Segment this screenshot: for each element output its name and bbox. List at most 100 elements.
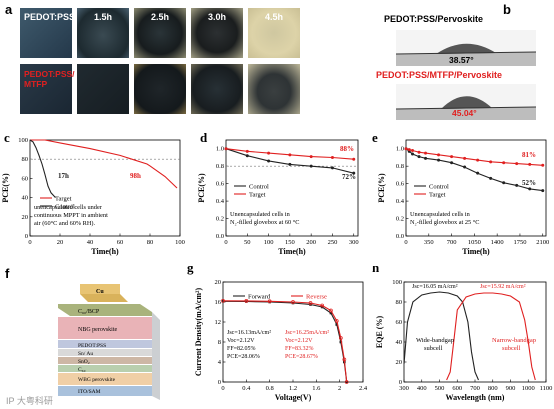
layer-ito-sam: ITO/SAM — [58, 386, 152, 396]
photo-label-2.5h: 2.5h — [151, 12, 170, 22]
plot-frame — [405, 139, 547, 237]
photo-label-4.5h: 4.5h — [265, 12, 284, 22]
annotation-81pct: 81% — [522, 151, 536, 159]
y-tick-label: 0.0 — [216, 233, 224, 240]
x-tick-label: 0.8 — [266, 385, 274, 392]
stat-reverse: Jsc=16.25mA/cm² — [285, 330, 329, 336]
contact-angle-title-target: PEDOT:PSS/MTFP/Pervoskite — [376, 70, 503, 80]
data-point-forward — [335, 323, 339, 326]
y-tick-label: 0.2 — [216, 216, 224, 223]
data-point-control — [417, 155, 421, 159]
data-point-target — [515, 162, 519, 166]
y-tick-label: 0.6 — [396, 181, 405, 188]
panel-e-label: e — [372, 132, 378, 145]
annotation-condition-2: N₂-filled glovebox at 25 °C — [410, 219, 479, 226]
chart-e: e 0 350 700 1050 1400 1750 2100 0.0 0.2 0.4 0.6 0.8 1… — [372, 132, 549, 256]
data-point-target — [502, 161, 506, 165]
data-point-control — [515, 183, 519, 187]
x-tick-label: 1100 — [540, 385, 553, 392]
x-tick-label: 1000 — [522, 385, 535, 392]
layer-cu: Cu — [80, 284, 128, 302]
x-tick-label: 1.2 — [289, 385, 297, 392]
x-tick-label: 250 — [328, 239, 338, 246]
y-tick-label: 20 — [396, 359, 403, 366]
x-tick-label: 300 — [349, 239, 359, 246]
stat-forward: FF=82.05% — [227, 346, 256, 352]
data-point-control — [309, 164, 313, 168]
panel-d-label: d — [200, 132, 208, 145]
y-tick-label: 4 — [218, 359, 222, 366]
data-point-control — [528, 187, 532, 191]
data-point-target — [417, 150, 421, 154]
y-tick-label: 0.0 — [396, 233, 404, 240]
x-tick-label: 0 — [28, 239, 31, 246]
y-tick-label: 20 — [215, 279, 222, 286]
data-point-reverse — [291, 300, 295, 304]
data-point-reverse — [342, 357, 347, 362]
x-tick-label: 2100 — [536, 239, 549, 246]
data-point-target — [224, 147, 228, 151]
data-point-target — [411, 148, 415, 152]
plot-frame — [29, 139, 181, 237]
x-tick-label: 2 — [338, 385, 341, 392]
layer-pedot-pss: PEDOT:PSS — [58, 340, 152, 349]
x-tick-label: 40 — [87, 239, 94, 246]
data-point-control — [245, 154, 249, 158]
y-tick-label: 80 — [22, 156, 29, 163]
x-tick-label: 600 — [452, 385, 462, 392]
photo-label-3.0h: 3.0h — [208, 12, 227, 22]
chart-c: c 0 20 40 60 80 100 0 20 40 60 80 100 Time(h) PCE(%) Ta… — [1, 132, 185, 256]
data-point-reverse — [329, 308, 333, 313]
plot-frame — [225, 139, 359, 237]
y-tick-label: 0 — [25, 233, 28, 240]
contact-angle-title-control: PEDOT:PSS/Pervoskite — [384, 14, 484, 24]
legend-label: Target — [55, 196, 72, 203]
x-tick-label: 2.4 — [359, 385, 368, 392]
y-axis-label: PCE(%) — [377, 173, 386, 203]
data-point-reverse — [221, 298, 225, 303]
data-point-target — [424, 151, 428, 155]
jsc-narrow: Jsc=15.92 mA/cm² — [480, 284, 526, 290]
y-tick-label: 0.4 — [396, 198, 405, 205]
data-point-target — [450, 155, 454, 159]
data-point-control — [502, 181, 506, 185]
x-tick-label: 500 — [435, 385, 445, 392]
data-point-forward — [329, 311, 333, 315]
data-point-control — [411, 152, 415, 156]
stat-forward: Jsc=16.13mA/cm² — [227, 330, 271, 336]
x-tick-label: 700 — [447, 239, 457, 246]
y-tick-label: 20 — [22, 214, 29, 221]
data-point-target — [352, 157, 356, 161]
y-tick-label: 60 — [396, 319, 403, 326]
legend-label: Target — [249, 192, 266, 199]
x-tick-label: 60 — [117, 239, 124, 246]
x-tick-label: 300 — [399, 385, 409, 392]
label-wide-1: Wide-bandgap — [416, 337, 454, 344]
y-tick-label: 0.8 — [216, 163, 224, 170]
x-tick-label: 200 — [306, 239, 316, 246]
annotation-condition-1: unencapsulated cells under — [34, 204, 103, 211]
y-tick-label: 0.2 — [396, 216, 404, 223]
stat-reverse: FF=83.32% — [285, 346, 314, 352]
data-point-target — [528, 162, 532, 166]
data-point-target — [541, 163, 545, 167]
photo-mtfp-3.0h — [191, 64, 243, 114]
layer-label-nbg: NBG perovskite — [78, 327, 117, 333]
data-point-reverse — [334, 319, 339, 323]
x-tick-label: 150 — [285, 239, 295, 246]
y-tick-label: 40 — [22, 195, 29, 202]
data-point-control — [476, 171, 480, 175]
annotation-52pct: 52% — [522, 179, 536, 187]
y-tick-label: 60 — [22, 175, 29, 182]
data-point-reverse — [320, 303, 325, 308]
annotation-17h: 17h — [58, 172, 69, 180]
data-point-target — [404, 147, 408, 151]
photo-pedotpss-4.5h — [248, 8, 300, 58]
data-point-target — [437, 153, 441, 157]
annotation-condition-1: Unencapsulated cells in — [410, 211, 471, 218]
panel-g-label: g — [187, 266, 194, 275]
y-tick-label: 8 — [218, 339, 221, 346]
annotation-condition-3: air (60°C and 60% RH). — [34, 220, 96, 227]
layer-nbg-perovskite: NBG perovskite — [58, 317, 152, 339]
x-axis-label: Time(h) — [91, 247, 119, 256]
